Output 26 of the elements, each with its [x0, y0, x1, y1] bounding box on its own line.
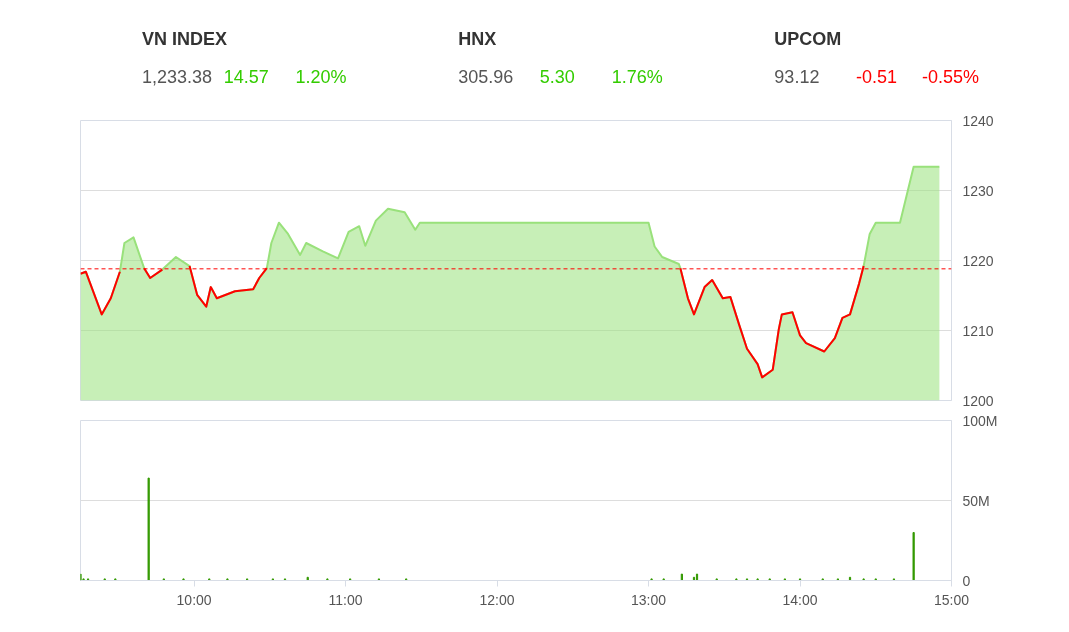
y-tick-label: 1240 [962, 112, 994, 129]
text: 305.96 [458, 67, 514, 87]
y-tick-label: 0 [962, 572, 971, 589]
data-label: 5.30 [539, 67, 575, 87]
category-label: UPCOM [774, 28, 842, 49]
data-label: -0.51 [856, 67, 898, 87]
data-label: 14.57 [223, 67, 269, 87]
data-label: 1.76% [611, 66, 663, 87]
y-tick-label: 50M [962, 492, 990, 509]
y-tick-label: 100M [962, 412, 998, 429]
y-tick-label: 1220 [962, 252, 994, 269]
data-label: 1.20% [295, 66, 347, 87]
x-tick-label: 15:00 [933, 591, 970, 608]
x-tick-label: 11:00 [328, 591, 363, 608]
x-tick-label: 13:00 [631, 591, 667, 608]
y-tick-label: 1210 [962, 322, 994, 339]
x-tick-label: 14:00 [782, 591, 818, 608]
y-tick-label: 1230 [962, 182, 994, 199]
text: 1,233.38 [141, 67, 213, 87]
data-label: -0.55% [921, 66, 980, 87]
y-tick-label: 1200 [962, 392, 994, 409]
text: 93.12 [774, 67, 820, 87]
category-label: HNX [458, 28, 497, 49]
x-tick-label: 12:00 [479, 591, 515, 608]
category-label: VN INDEX [141, 28, 228, 49]
x-tick-label: 10:00 [176, 591, 212, 608]
